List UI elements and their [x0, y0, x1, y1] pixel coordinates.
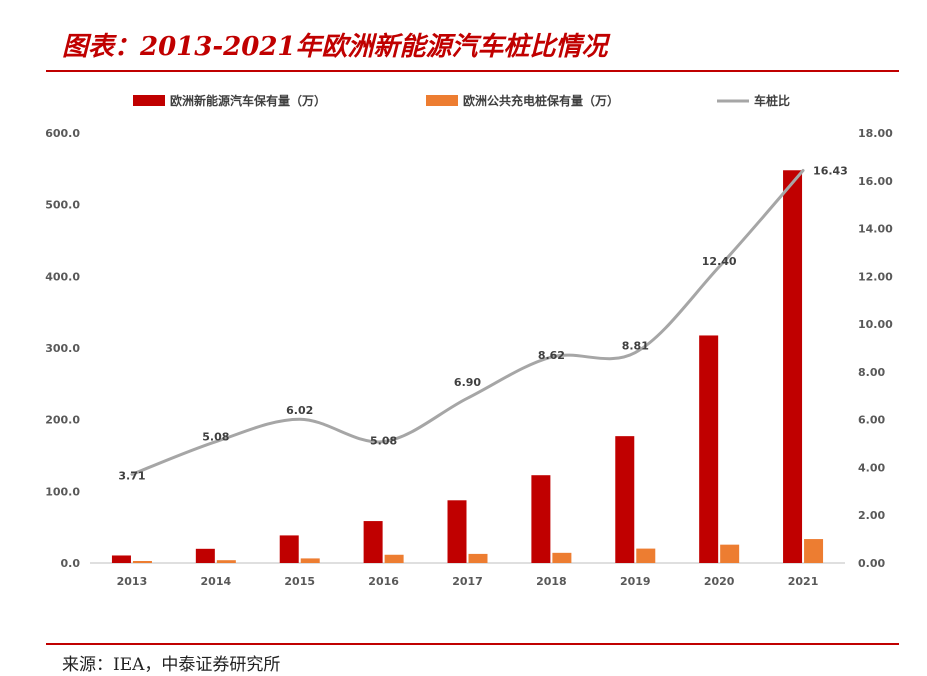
- ratio-data-label: 8.81: [622, 340, 649, 353]
- ev-stock-bar: [531, 475, 551, 563]
- ratio-line: [130, 169, 805, 476]
- ratio-data-label: 6.90: [454, 376, 481, 389]
- ratio-data-label: 16.43: [813, 165, 848, 178]
- legend-label-charger: 欧洲公共充电桩保有量（万）: [463, 93, 619, 108]
- x-tick-label: 2014: [201, 575, 232, 588]
- charger-stock-bar: [804, 539, 824, 563]
- ratio-data-label: 5.08: [202, 431, 229, 444]
- footer-rule: [46, 643, 899, 645]
- y-right-tick-label: 6.00: [858, 414, 885, 427]
- y-right-tick-label: 4.00: [858, 461, 885, 474]
- legend-swatch-charger: [426, 95, 458, 106]
- x-tick-label: 2013: [117, 575, 148, 588]
- ev-stock-bar: [363, 521, 383, 563]
- charger-stock-bar: [384, 554, 404, 563]
- x-tick-label: 2017: [452, 575, 483, 588]
- ev-stock-bar: [699, 335, 719, 563]
- x-tick-label: 2018: [536, 575, 567, 588]
- x-tick-label: 2016: [368, 575, 399, 588]
- y-right-tick-label: 12.00: [858, 270, 893, 283]
- y-left-tick-label: 600.0: [45, 127, 80, 140]
- x-tick-label: 2019: [620, 575, 651, 588]
- charger-stock-bar: [720, 544, 740, 563]
- legend-label-ratio: 车桩比: [754, 93, 790, 108]
- y-right-tick-label: 10.00: [858, 318, 893, 331]
- ratio-data-label: 6.02: [286, 404, 313, 417]
- title-rule: [46, 70, 899, 72]
- y-left-tick-label: 500.0: [45, 199, 80, 212]
- y-left-tick-label: 0.0: [61, 557, 81, 570]
- charger-stock-bar: [468, 553, 488, 563]
- y-right-tick-label: 2.00: [858, 509, 885, 522]
- ev-stock-bar: [447, 500, 467, 563]
- ev-stock-bar: [111, 555, 131, 563]
- ev-stock-bar: [615, 436, 635, 563]
- charger-stock-bar: [132, 560, 152, 563]
- ev-stock-bar: [783, 170, 803, 563]
- charger-stock-bar: [216, 560, 236, 563]
- y-right-tick-label: 14.00: [858, 223, 893, 236]
- y-right-tick-label: 0.00: [858, 557, 885, 570]
- ratio-data-label: 5.08: [370, 435, 397, 448]
- ratio-data-label: 8.62: [538, 349, 565, 362]
- y-right-tick-label: 18.00: [858, 127, 893, 140]
- y-left-tick-label: 300.0: [45, 342, 80, 355]
- y-left-tick-label: 400.0: [45, 270, 80, 283]
- legend-swatch-ev: [133, 95, 165, 106]
- ev-stock-bar: [279, 535, 299, 563]
- charger-stock-bar: [636, 548, 656, 563]
- y-right-tick-label: 8.00: [858, 366, 885, 379]
- x-tick-label: 2015: [284, 575, 315, 588]
- y-right-tick-label: 16.00: [858, 175, 893, 188]
- x-tick-label: 2021: [788, 575, 819, 588]
- ratio-data-label: 3.71: [118, 469, 145, 482]
- legend-label-ev: 欧洲新能源汽车保有量（万）: [170, 93, 326, 108]
- ev-stock-bar: [195, 548, 215, 563]
- ratio-data-label: 12.40: [702, 255, 737, 268]
- x-tick-label: 2020: [704, 575, 735, 588]
- charger-stock-bar: [300, 558, 320, 563]
- source-note: 来源：IEA，中泰证券研究所: [62, 655, 281, 675]
- y-left-tick-label: 100.0: [45, 485, 80, 498]
- page-title: 图表：2013-2021年欧洲新能源汽车桩比情况: [62, 32, 608, 62]
- charger-stock-bar: [552, 552, 572, 563]
- y-left-tick-label: 200.0: [45, 414, 80, 427]
